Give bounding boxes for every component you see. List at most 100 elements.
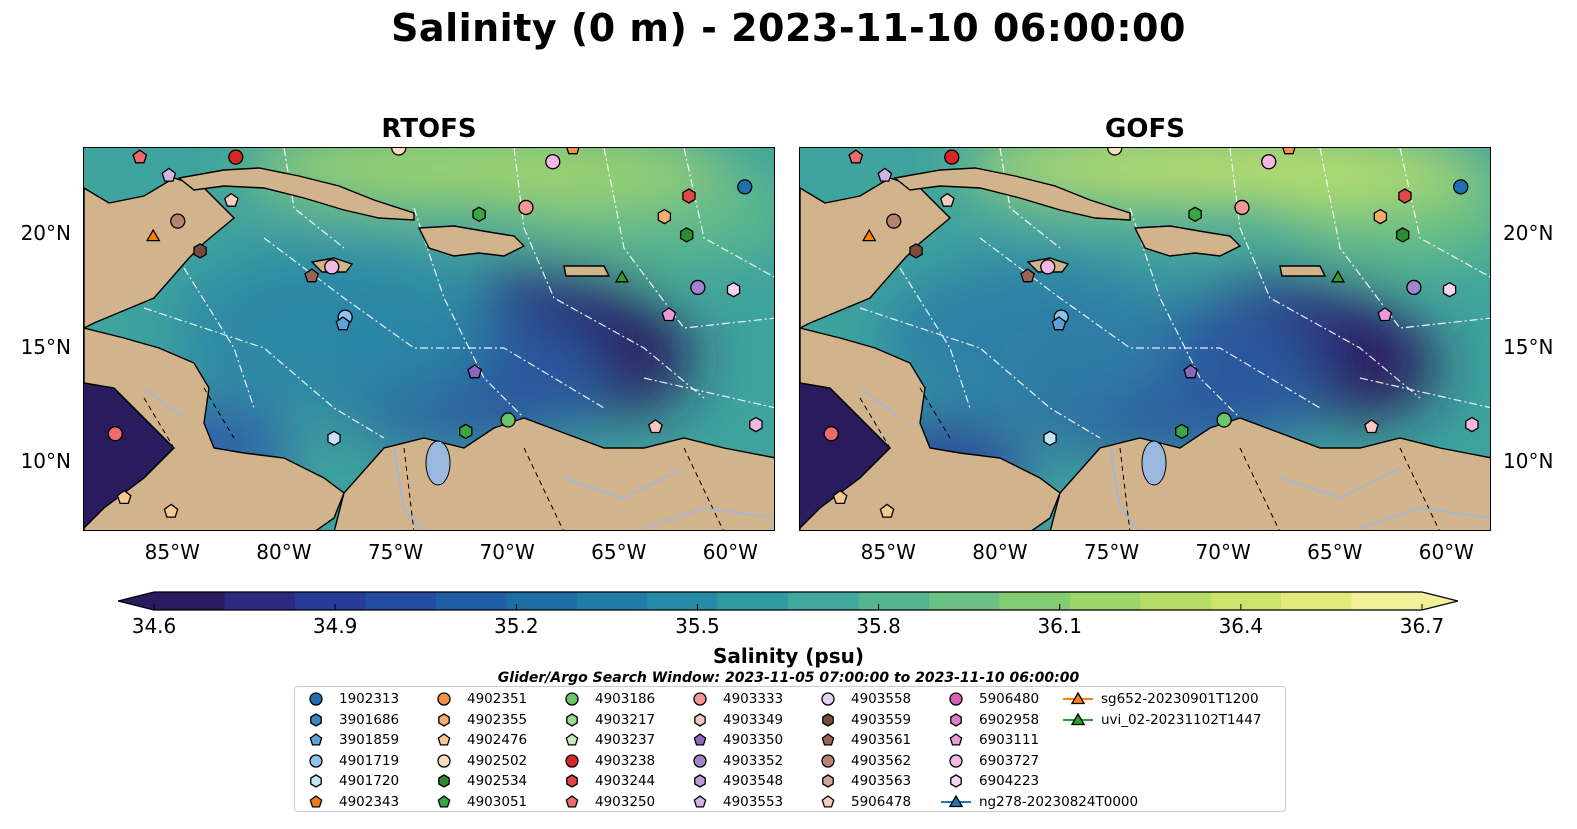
float-marker[interactable] (877, 167, 893, 182)
legend-circle-icon[interactable] (565, 753, 579, 768)
float-marker[interactable] (163, 503, 179, 518)
legend-pentagon-icon[interactable] (949, 733, 963, 746)
float-marker[interactable] (132, 149, 148, 164)
float-marker[interactable] (145, 228, 161, 242)
float-marker[interactable] (1406, 279, 1422, 296)
float-marker[interactable] (1040, 259, 1056, 275)
legend-circle-icon[interactable] (821, 692, 835, 706)
float-marker[interactable] (545, 154, 561, 170)
legend-hexagon-icon[interactable] (950, 774, 962, 788)
legend-hexagon-icon[interactable] (694, 712, 706, 727)
float-marker[interactable] (886, 213, 902, 229)
float-marker[interactable] (1330, 269, 1346, 283)
legend-hexagon-icon[interactable] (310, 774, 322, 788)
float-marker[interactable] (1282, 148, 1296, 155)
legend-pentagon-icon[interactable] (309, 733, 323, 746)
float-marker[interactable] (391, 148, 407, 156)
float-marker[interactable] (518, 199, 534, 216)
float-marker[interactable] (848, 149, 864, 164)
float-marker[interactable] (1043, 430, 1057, 447)
float-marker[interactable] (944, 149, 960, 165)
float-marker[interactable] (661, 307, 677, 322)
float-marker[interactable] (107, 426, 123, 442)
legend-pentagon-icon[interactable] (565, 733, 579, 746)
legend-pentagon-icon[interactable] (693, 794, 707, 808)
float-marker[interactable] (335, 316, 351, 331)
float-marker[interactable] (1216, 412, 1232, 428)
legend-pentagon-icon[interactable] (309, 794, 323, 808)
float-marker[interactable] (566, 148, 580, 155)
float-marker[interactable] (614, 269, 630, 283)
legend-hexagon-icon[interactable] (822, 774, 834, 788)
float-marker[interactable] (1453, 179, 1469, 195)
legend-triangle-icon[interactable] (1070, 691, 1086, 705)
float-marker[interactable] (228, 149, 244, 165)
float-marker[interactable] (1107, 148, 1123, 156)
legend-pentagon-icon[interactable] (565, 794, 579, 808)
float-marker[interactable] (648, 419, 663, 434)
float-marker[interactable] (161, 167, 177, 182)
map-panel-rtofs[interactable] (83, 147, 775, 531)
legend-hexagon-icon[interactable] (566, 774, 578, 788)
float-marker[interactable] (327, 430, 341, 447)
float-marker[interactable] (1373, 208, 1388, 225)
legend-circle-icon[interactable] (565, 692, 579, 706)
float-marker[interactable] (1395, 227, 1410, 243)
legend-hexagon-icon[interactable] (310, 712, 322, 727)
legend-hexagon-icon[interactable] (438, 712, 450, 727)
legend-hexagon-icon[interactable] (566, 712, 578, 727)
float-marker[interactable] (324, 259, 340, 275)
legend-triangle-icon[interactable] (1070, 712, 1086, 725)
float-marker[interactable] (193, 243, 207, 259)
float-marker[interactable] (679, 227, 694, 243)
float-marker[interactable] (467, 364, 483, 379)
legend-circle-icon[interactable] (693, 753, 707, 768)
float-marker[interactable] (737, 179, 753, 195)
legend-pentagon-icon[interactable] (693, 733, 707, 746)
float-marker[interactable] (1442, 281, 1457, 298)
float-marker[interactable] (690, 279, 706, 296)
float-marker[interactable] (682, 188, 696, 204)
float-marker[interactable] (1364, 419, 1379, 434)
float-marker[interactable] (657, 208, 672, 225)
float-marker[interactable] (1020, 268, 1036, 283)
float-marker[interactable] (1398, 188, 1412, 204)
float-marker[interactable] (832, 489, 848, 505)
legend-hexagon-icon[interactable] (694, 774, 706, 788)
legend-circle-icon[interactable] (437, 753, 451, 768)
float-marker[interactable] (823, 426, 839, 442)
float-marker[interactable] (1175, 423, 1189, 440)
float-marker[interactable] (1188, 206, 1202, 223)
float-marker[interactable] (170, 213, 186, 229)
float-marker[interactable] (726, 281, 741, 298)
legend-circle-icon[interactable] (949, 692, 963, 706)
legend-pentagon-icon[interactable] (437, 733, 451, 746)
legend-circle-icon[interactable] (309, 753, 323, 768)
float-marker[interactable] (1051, 316, 1067, 331)
float-marker[interactable] (861, 228, 877, 242)
float-marker[interactable] (472, 206, 486, 223)
legend-pentagon-icon[interactable] (821, 794, 835, 808)
legend-pentagon-icon[interactable] (437, 794, 451, 808)
float-marker[interactable] (1261, 154, 1277, 170)
float-marker[interactable] (116, 489, 132, 505)
float-marker[interactable] (1183, 364, 1199, 379)
legend-hexagon-icon[interactable] (822, 712, 834, 727)
legend-circle-icon[interactable] (821, 753, 835, 768)
float-marker[interactable] (304, 268, 320, 283)
map-panel-gofs[interactable] (799, 147, 1491, 531)
legend-hexagon-icon[interactable] (438, 774, 450, 788)
float-marker[interactable] (459, 423, 473, 440)
float-marker[interactable] (500, 412, 516, 428)
legend-pentagon-icon[interactable] (821, 733, 835, 746)
float-marker[interactable] (1465, 416, 1479, 433)
float-marker[interactable] (909, 243, 923, 259)
float-marker[interactable] (223, 192, 239, 207)
legend-circle-icon[interactable] (949, 753, 963, 768)
legend-circle-icon[interactable] (437, 692, 451, 706)
legend-hexagon-icon[interactable] (950, 712, 962, 727)
float-marker[interactable] (879, 503, 895, 518)
legend-triangle-icon[interactable] (948, 794, 964, 807)
float-marker[interactable] (939, 192, 955, 207)
legend-circle-icon[interactable] (309, 692, 323, 706)
